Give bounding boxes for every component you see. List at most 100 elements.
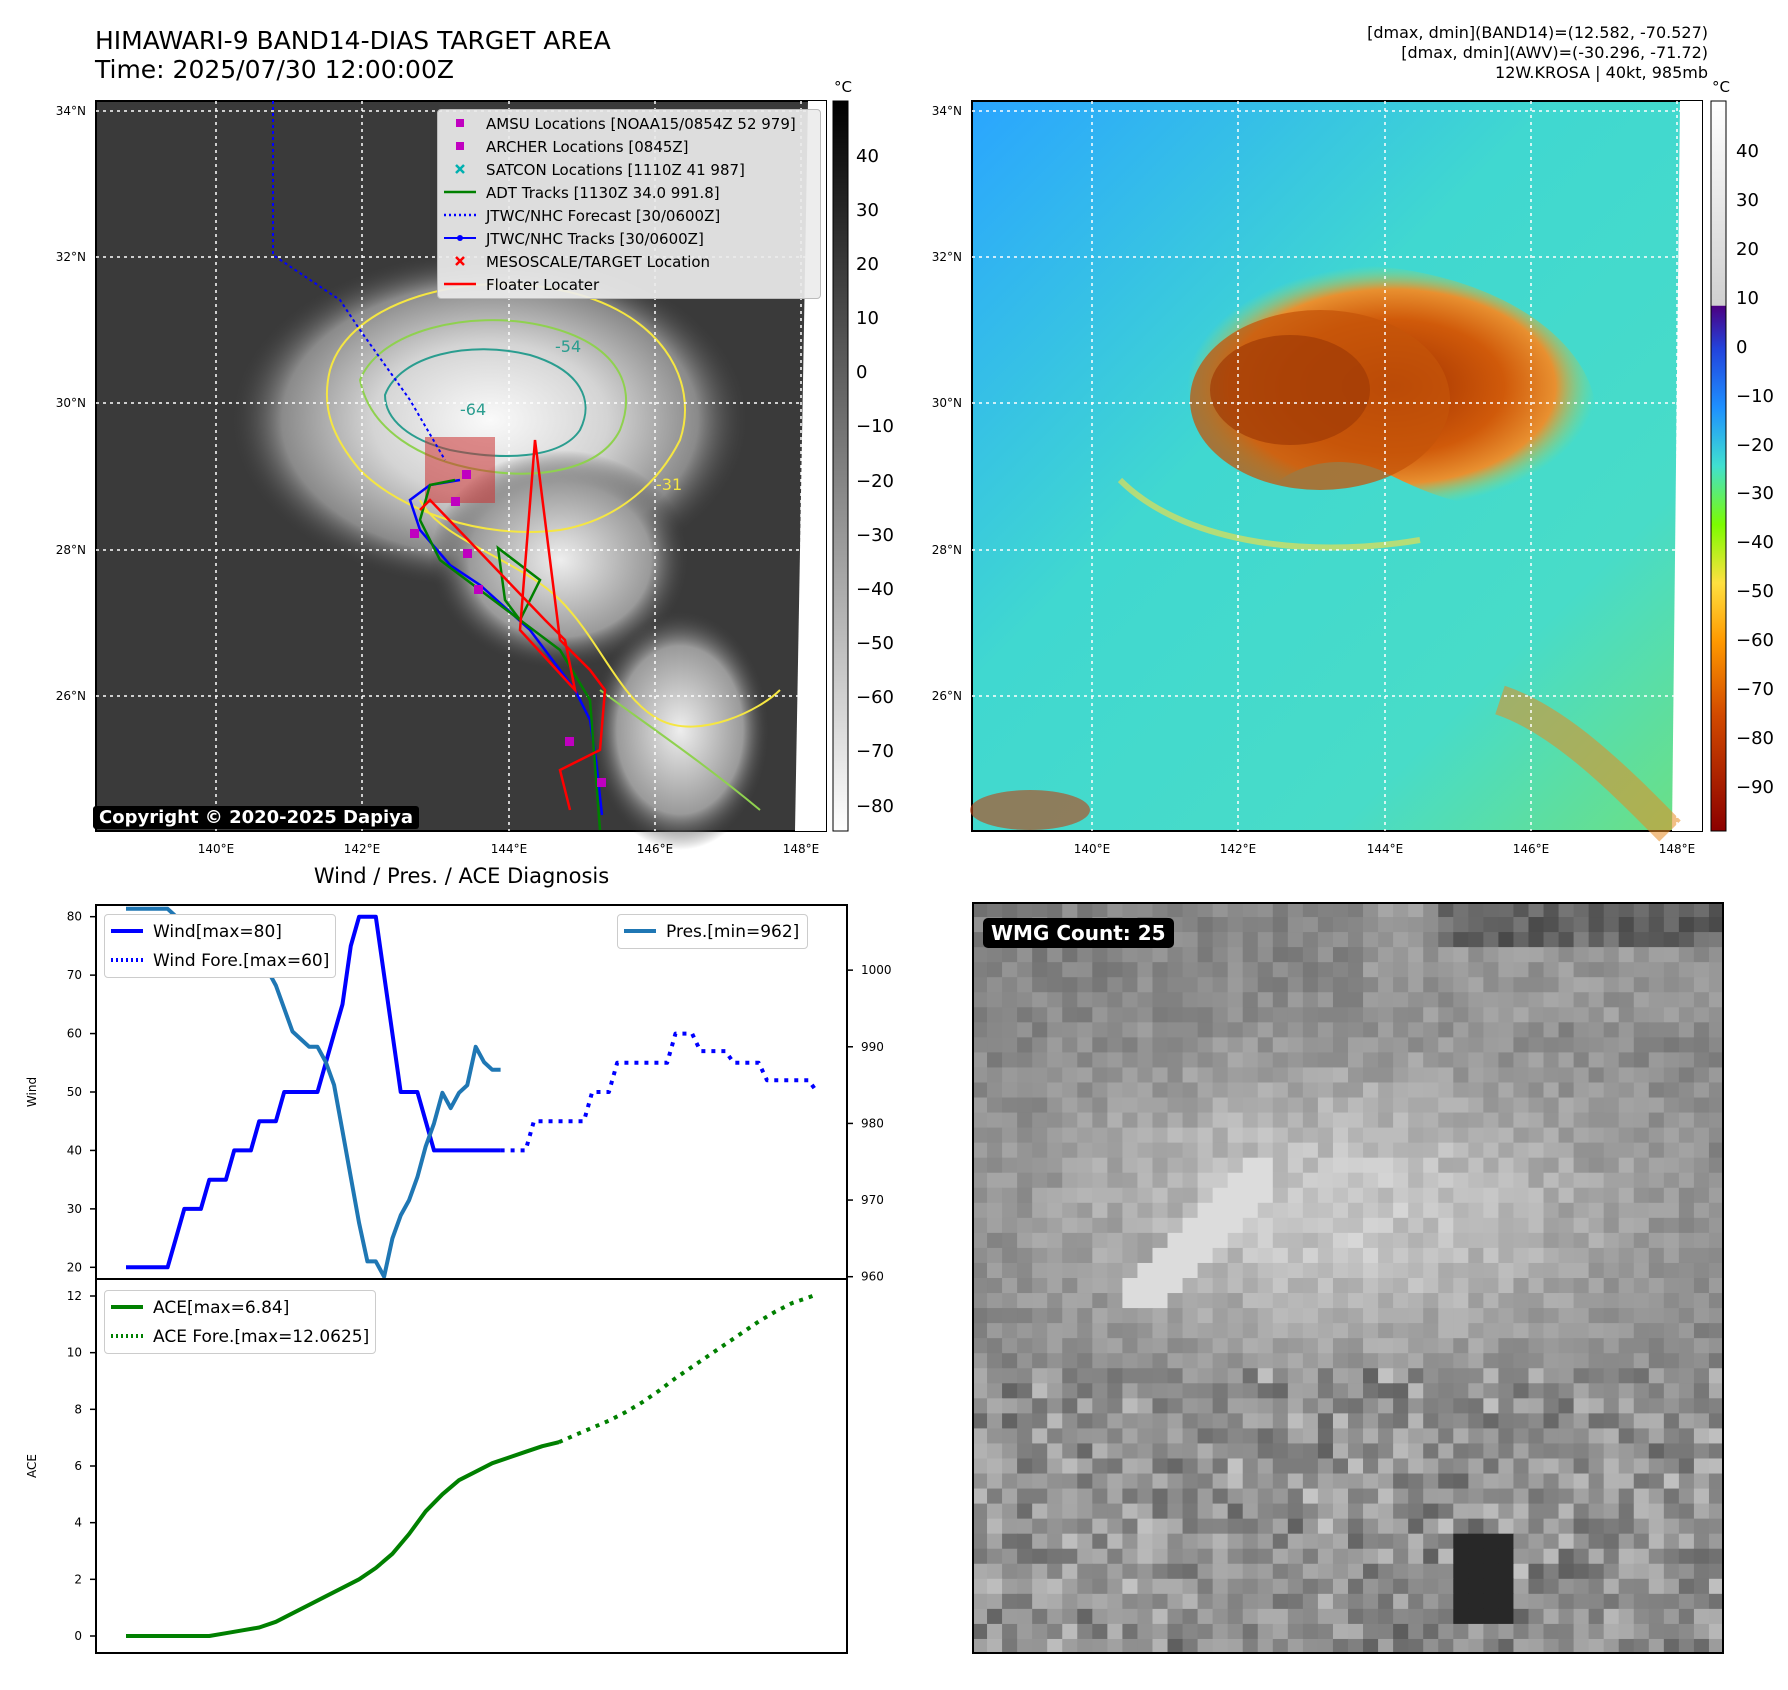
ir-cb-tick: −60 <box>856 687 894 708</box>
contour-label-1: -64 <box>460 400 486 419</box>
awv-cb-tick: −70 <box>1736 679 1774 700</box>
awv-lat-tick: 32°N <box>932 250 962 264</box>
awv-cb-tick: 20 <box>1736 239 1759 260</box>
awv-cb-tick: 40 <box>1736 141 1759 162</box>
legend-label: ACE[max=6.84] <box>153 1297 290 1318</box>
y-tick-label: 50 <box>67 1085 82 1099</box>
awv-map <box>970 100 1703 842</box>
stats-line-3: 12W.KROSA | 40kt, 985mb <box>1495 63 1708 82</box>
legend-entry: ACE[max=6.84] <box>105 1293 369 1322</box>
ir-colorbar-ticks: 40 30 20 10 0 −10 −20 −30 −40 −50 −60 −7… <box>856 146 894 817</box>
ir-cb-tick: −30 <box>856 525 894 546</box>
ir-cb-tick: 20 <box>856 254 879 275</box>
ir-colorbar: °C 40 30 20 10 0 −10 −20 −30 −40 −50 −60… <box>832 78 894 832</box>
legend-entry: Pres.[min=962] <box>618 917 799 946</box>
awv-cb-tick: 0 <box>1736 337 1747 358</box>
ir-cb-tick: −50 <box>856 633 894 654</box>
legend-label: JTWC/NHC Tracks [30/0600Z] <box>486 229 704 248</box>
y-axis-label: ACE <box>25 1454 39 1478</box>
square-marker-icon <box>442 112 478 135</box>
awv-cb-tick: −90 <box>1736 777 1774 798</box>
ir-lat-tick: 26°N <box>56 689 86 703</box>
awv-cb-tick: −40 <box>1736 532 1774 553</box>
adt-track <box>418 478 602 831</box>
legend-entry: Floater Locater <box>438 273 820 296</box>
stats-block: [dmax, dmin](BAND14)=(12.582, -70.527) [… <box>1367 23 1708 83</box>
dotted-line-icon <box>109 1325 145 1348</box>
awv-colorbar-ticks: 40 30 20 10 0 −10 −20 −30 −40 −50 −60 −7… <box>1736 141 1774 798</box>
square-marker-icon <box>442 135 478 158</box>
legend-entry: ARCHER Locations [0845Z] <box>438 135 820 158</box>
y-tick-label: 970 <box>861 1193 884 1207</box>
awv-lat-tick: 28°N <box>932 543 962 557</box>
legend-label: SATCON Locations [1110Z 41 987] <box>486 160 745 179</box>
ir-cb-tick: 10 <box>856 308 879 329</box>
y-tick-label: 1000 <box>861 963 892 977</box>
y-tick-label: 6 <box>74 1459 82 1473</box>
awv-colorbar-unit: °C <box>1712 78 1730 96</box>
legend-entry: ADT Tracks [1130Z 34.0 991.8] <box>438 181 820 204</box>
y-tick-label: 10 <box>67 1346 82 1360</box>
title-line-2: Time: 2025/07/30 12:00:00Z <box>95 55 454 84</box>
legend-entry: SATCON Locations [1110Z 41 987] <box>438 158 820 181</box>
stats-line-2: [dmax, dmin](AWV)=(-30.296, -71.72) <box>1401 43 1708 62</box>
copyright-label: Copyright © 2020-2025 Dapiya <box>93 806 420 829</box>
ir-cb-tick: 0 <box>856 362 867 383</box>
diagnosis-title: Wind / Pres. / ACE Diagnosis <box>313 864 610 888</box>
solid-line-icon <box>109 920 145 943</box>
solid-line-icon <box>622 920 658 943</box>
ace-plot: 12 10 8 6 4 2 0 ACE <box>25 1278 848 1654</box>
solid-line-icon <box>442 181 478 204</box>
ir-colorbar-unit: °C <box>834 78 852 96</box>
legend-entry: JTWC/NHC Forecast [30/0600Z] <box>438 204 820 227</box>
dotted-line-icon <box>442 204 478 227</box>
floater-track <box>419 439 607 811</box>
wmg-image <box>972 902 1724 1654</box>
awv-cb-tick: −80 <box>1736 728 1774 749</box>
stats-line-1: [dmax, dmin](BAND14)=(12.582, -70.527) <box>1367 23 1708 42</box>
awv-cb-tick: 10 <box>1736 288 1759 309</box>
legend-label: Floater Locater <box>486 275 600 294</box>
y-tick-label: 990 <box>861 1040 884 1054</box>
awv-lon-tick: 142°E <box>1220 842 1257 856</box>
awv-lon-tick: 146°E <box>1513 842 1550 856</box>
y-tick-label: 960 <box>861 1270 884 1284</box>
series-line <box>126 1440 560 1638</box>
legend-label: Pres.[min=962] <box>666 921 800 942</box>
ir-cb-tick: −10 <box>856 416 894 437</box>
awv-cb-tick: 30 <box>1736 190 1759 211</box>
line-with-dot-icon <box>442 227 478 250</box>
ir-map-panel: -64 -54 -31 34°N 32°N 30°N 28°N 26°N 140… <box>56 78 1774 856</box>
awv-lon-labels: 140°E 142°E 144°E 146°E 148°E <box>1074 842 1696 856</box>
wind-legend: Wind[max=80] Wind Fore.[max=60] <box>104 914 337 978</box>
legend-entry: MESOSCALE/TARGET Location <box>438 250 820 273</box>
x-marker-icon <box>442 250 478 273</box>
ir-lat-tick: 30°N <box>56 396 86 410</box>
legend-entry: Wind Fore.[max=60] <box>105 946 329 975</box>
awv-lon-tick: 148°E <box>1659 842 1696 856</box>
ir-cb-tick: −80 <box>856 796 894 817</box>
dotted-line-icon <box>109 949 145 972</box>
awv-lat-labels: 34°N 32°N 30°N 28°N 26°N <box>932 104 962 703</box>
ace-legend: ACE[max=6.84] ACE Fore.[max=12.0625] <box>104 1290 377 1354</box>
legend-label: ADT Tracks [1130Z 34.0 991.8] <box>486 183 720 202</box>
legend-label: JTWC/NHC Forecast [30/0600Z] <box>486 206 721 225</box>
legend-entry: AMSU Locations [NOAA15/0854Z 52 979] <box>438 112 820 135</box>
ir-map-legend: AMSU Locations [NOAA15/0854Z 52 979] ARCH… <box>437 109 821 299</box>
pressure-legend: Pres.[min=962] <box>617 914 809 949</box>
solid-line-icon <box>109 1296 145 1319</box>
awv-cb-tick: −50 <box>1736 581 1774 602</box>
ir-cb-tick: −70 <box>856 741 894 762</box>
series-line <box>126 914 501 1270</box>
legend-label: Wind[max=80] <box>153 921 282 942</box>
ir-lat-tick: 32°N <box>56 250 86 264</box>
ir-lon-tick: 148°E <box>783 842 820 856</box>
legend-entry: JTWC/NHC Tracks [30/0600Z] <box>438 227 820 250</box>
contour-label-3: -31 <box>656 475 682 494</box>
ir-lon-tick: 140°E <box>198 842 235 856</box>
awv-cb-tick: −20 <box>1736 435 1774 456</box>
y-tick-label: 980 <box>861 1116 884 1130</box>
awv-lat-tick: 34°N <box>932 104 962 118</box>
y-tick-label: 60 <box>67 1027 82 1041</box>
ir-lat-tick: 34°N <box>56 104 86 118</box>
